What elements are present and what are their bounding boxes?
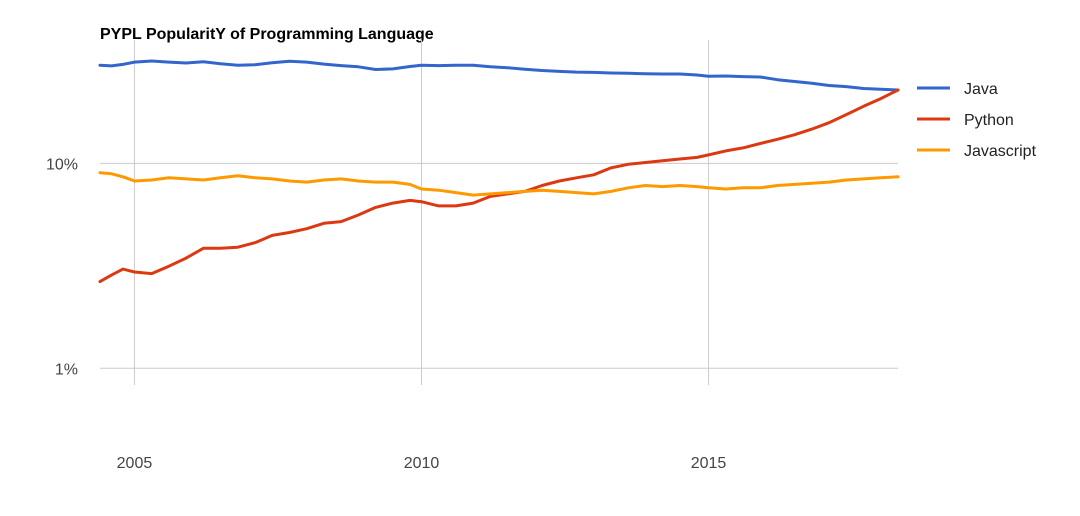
series-line-python (98, 88, 900, 284)
grid-layer (100, 40, 898, 385)
x-tick-label: 2015 (691, 455, 727, 472)
y-tick-label: 1% (55, 361, 78, 378)
legend: Java Python Javascript (917, 81, 1037, 160)
tick-label-layer: 10% 1% 2005 2010 2015 (46, 156, 726, 472)
chart-title: PYPL PopularitY of Programming Language (100, 26, 434, 43)
legend-label-java: Java (964, 81, 998, 98)
y-tick-label: 10% (46, 156, 78, 173)
x-tick-label: 2010 (404, 455, 440, 472)
legend-label-javascript: Javascript (964, 143, 1037, 160)
legend-label-python: Python (964, 112, 1014, 129)
series-layer (98, 59, 900, 284)
series-line-java (98, 59, 900, 92)
series-line-javascript (98, 171, 900, 197)
x-tick-label: 2005 (117, 455, 153, 472)
